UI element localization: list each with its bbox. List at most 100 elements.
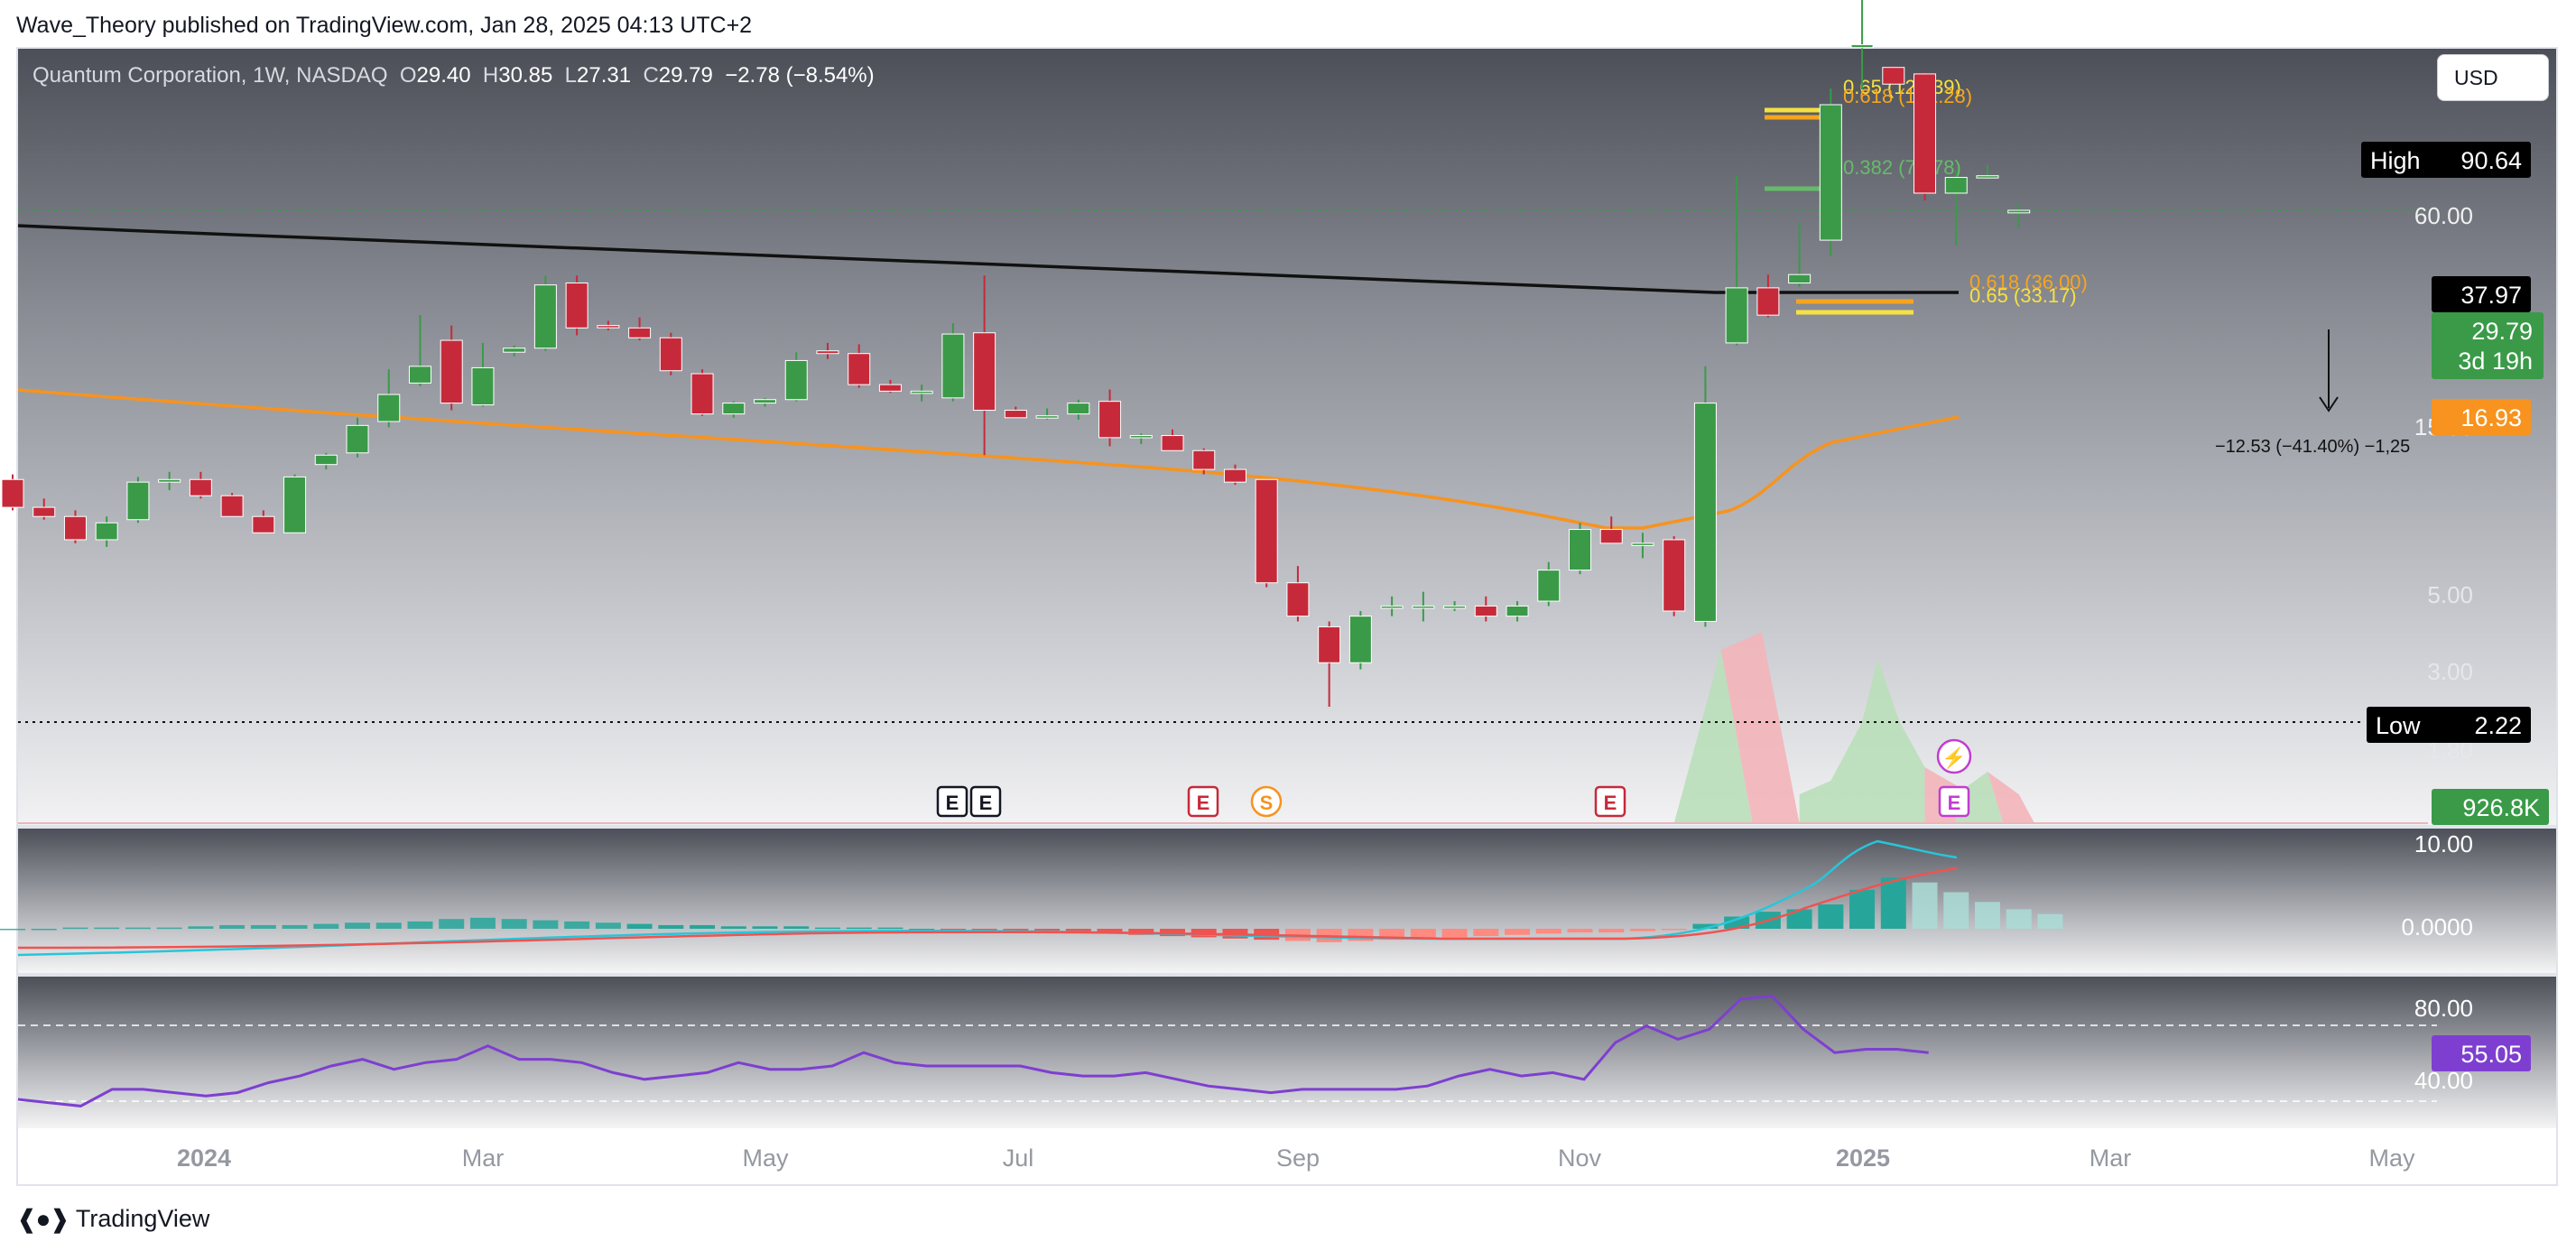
high-value: 30.85 bbox=[498, 63, 553, 88]
candle-body bbox=[1223, 468, 1246, 483]
ticker-name: Quantum Corporation, 1W, NASDAQ bbox=[32, 63, 388, 88]
candle-body bbox=[533, 284, 557, 349]
macd-histogram-bar bbox=[31, 929, 57, 931]
candle bbox=[1348, 610, 1372, 670]
event-marker-label: E bbox=[1604, 792, 1617, 814]
candle bbox=[754, 397, 777, 407]
event-marker-label: E bbox=[946, 792, 959, 814]
high-tag-bg bbox=[2361, 142, 2531, 178]
currency-button[interactable]: USD bbox=[2437, 54, 2549, 101]
candle bbox=[1192, 448, 1216, 475]
candle-body bbox=[1192, 449, 1216, 470]
candle-body bbox=[1161, 435, 1184, 451]
candle bbox=[1913, 71, 1937, 201]
macd-histogram-bar bbox=[1849, 889, 1876, 929]
candle-body bbox=[1098, 401, 1122, 439]
candle bbox=[126, 477, 150, 524]
rsi-line bbox=[17, 994, 1929, 1107]
candle bbox=[1569, 523, 1591, 575]
macd-histogram-bar bbox=[250, 924, 276, 929]
candle bbox=[440, 325, 463, 411]
last-price-tag-value: 29.79 bbox=[2471, 318, 2533, 345]
candle bbox=[1412, 591, 1435, 622]
macd-panel-bg bbox=[18, 829, 2556, 973]
macd-histogram-bar bbox=[1535, 929, 1561, 934]
candle-body bbox=[1850, 44, 1874, 49]
candle bbox=[503, 345, 526, 357]
projection-label: −12.53 (−41.40%) −1,25 bbox=[2215, 437, 2410, 457]
candle-body bbox=[1380, 605, 1404, 609]
candle-body bbox=[220, 495, 244, 517]
candle-body bbox=[1537, 570, 1561, 602]
rsi-panel-bg bbox=[18, 977, 2556, 1128]
macd-line bbox=[17, 839, 1958, 957]
rsi-tag-text: 55.05 bbox=[2460, 1041, 2522, 1068]
macd-histogram-bar bbox=[0, 929, 25, 931]
event-marker: E bbox=[1187, 785, 1219, 818]
candle bbox=[189, 471, 212, 499]
y-tick-label: 60.00 bbox=[2414, 202, 2473, 229]
macd-histogram-bar bbox=[564, 921, 590, 929]
candle-body bbox=[1, 478, 24, 508]
candle bbox=[659, 332, 682, 375]
moving-averages bbox=[17, 224, 1960, 530]
candle bbox=[597, 320, 620, 330]
macd-histogram-bar bbox=[626, 923, 653, 929]
candle-body bbox=[628, 327, 652, 338]
candle-body bbox=[941, 333, 965, 399]
candle bbox=[722, 401, 746, 418]
macd-histogram-bar bbox=[940, 929, 966, 931]
volume-tag: 926.8K bbox=[2432, 789, 2549, 825]
candle bbox=[314, 452, 338, 470]
volume-tag-bg bbox=[2432, 789, 2549, 825]
candle bbox=[1850, 0, 1874, 90]
candle-body bbox=[32, 506, 56, 517]
low-label: L bbox=[564, 63, 578, 88]
change-value: −2.78 (−8.54%) bbox=[725, 63, 875, 88]
candle-body bbox=[1474, 605, 1497, 617]
candle bbox=[1067, 399, 1090, 420]
candle-body bbox=[408, 366, 431, 384]
candle-body bbox=[1693, 403, 1717, 622]
high-tag-value: 90.64 bbox=[2460, 147, 2522, 174]
candle bbox=[1506, 601, 1529, 622]
projection-arrow-head bbox=[2319, 396, 2339, 412]
x-tick-label: Nov bbox=[1558, 1144, 1602, 1172]
open-value: 29.40 bbox=[416, 63, 471, 88]
candle-body bbox=[973, 332, 996, 412]
candle bbox=[1443, 601, 1467, 611]
earnings-marker-badge bbox=[1594, 785, 1626, 818]
ma-tag: 16.93 bbox=[2432, 399, 2531, 435]
tradingview-logo[interactable]: ❰●❱ TradingView bbox=[16, 1204, 209, 1234]
macd-histogram-bar bbox=[1692, 923, 1719, 929]
candle bbox=[973, 275, 996, 456]
candle-body bbox=[1348, 616, 1372, 663]
macd-histogram-bar bbox=[1629, 929, 1655, 931]
candle bbox=[1380, 596, 1404, 616]
volume-area-down bbox=[1720, 632, 1800, 823]
candle bbox=[628, 317, 652, 341]
x-tick-label: 2025 bbox=[1836, 1144, 1890, 1172]
low-tag: Low 2.22 bbox=[2367, 707, 2531, 743]
candle-body bbox=[63, 515, 87, 541]
rsi-y-tick-label: 80.00 bbox=[2414, 995, 2473, 1022]
macd-histogram-bar bbox=[595, 922, 621, 929]
candle-body bbox=[1004, 410, 1027, 419]
macd-histogram-bar bbox=[877, 927, 903, 930]
candle-body bbox=[1756, 287, 1780, 316]
candle bbox=[377, 369, 401, 428]
volume-area-down bbox=[1987, 772, 2035, 823]
candle-body bbox=[1443, 605, 1467, 609]
earnings-marker-badge bbox=[1187, 785, 1219, 818]
candle bbox=[1725, 175, 1748, 346]
candle-body bbox=[252, 515, 275, 533]
macd-histogram-bar bbox=[188, 926, 214, 929]
candle bbox=[1976, 164, 1999, 181]
candle bbox=[346, 417, 369, 458]
ticker-legend: Quantum Corporation, 1W, NASDAQ O29.40 H… bbox=[32, 63, 875, 88]
event-marker: S bbox=[1250, 785, 1283, 818]
candle bbox=[910, 385, 933, 402]
x-tick-label: Mar bbox=[2090, 1144, 2132, 1172]
candle bbox=[1255, 478, 1278, 588]
